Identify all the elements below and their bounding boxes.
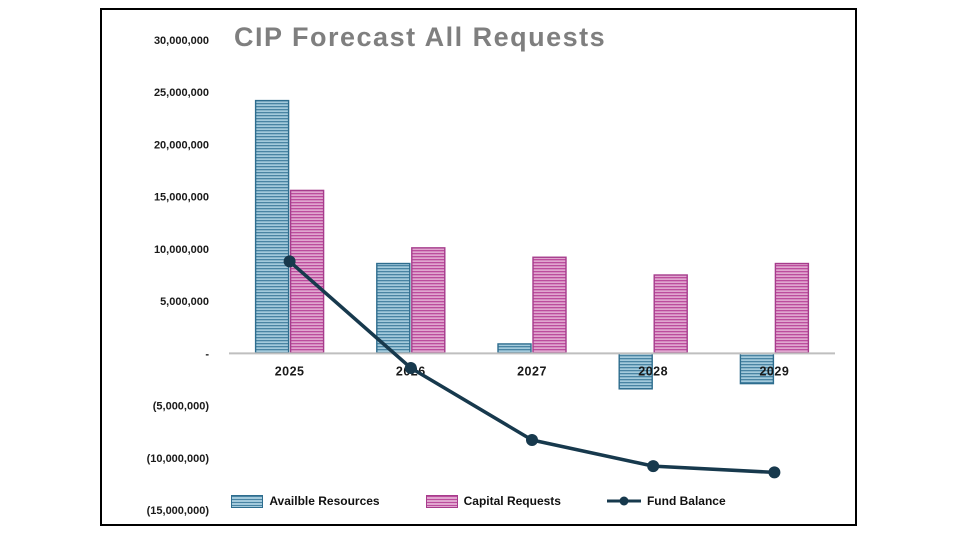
chart-frame: CIP Forecast All Requests 30,000,000 25,0… xyxy=(100,8,857,526)
bar-availble-resources-2029 xyxy=(739,352,775,385)
bar-capital-requests-2028 xyxy=(653,274,688,355)
chart-legend: Availble Resources Capital Requests Fund… xyxy=(102,490,855,512)
y-tick-label: 15,000,000 xyxy=(154,192,209,204)
fund-balance-marker-2029 xyxy=(768,466,781,479)
bar-availble-resources-2027 xyxy=(497,343,532,355)
fund-balance-marker-2026 xyxy=(404,361,417,374)
y-tick-label: 20,000,000 xyxy=(154,139,209,151)
bar-capital-requests-2029 xyxy=(774,262,810,355)
bar-capital-requests-2027 xyxy=(532,256,567,355)
bar-availble-resources-2028 xyxy=(618,352,653,390)
x-tick-label-2027: 2027 xyxy=(517,364,547,378)
y-tick-label: 10,000,000 xyxy=(154,244,209,256)
bar-capital-requests-2025 xyxy=(289,189,325,355)
fund-balance-marker-2028 xyxy=(647,460,660,473)
bar-capital-requests-2026 xyxy=(411,247,446,355)
bar-availble-resources-2026 xyxy=(376,262,411,355)
fund-balance-marker-2027 xyxy=(526,434,538,447)
chart-title: CIP Forecast All Requests xyxy=(234,22,607,52)
legend-label-capital-requests: Capital Requests xyxy=(463,494,561,508)
legend-label-fund-balance: Fund Balance xyxy=(646,494,726,508)
x-tick-label-2029: 2029 xyxy=(759,364,789,378)
legend-item-availble-resources: Availble Resources xyxy=(231,494,380,508)
y-tick-label: (5,000,000) xyxy=(153,401,210,413)
legend-label-availble-resources: Availble Resources xyxy=(269,494,380,508)
y-tick-label: 30,000,000 xyxy=(154,35,209,47)
legend-swatch-capital-requests xyxy=(425,494,458,508)
legend-item-capital-requests: Capital Requests xyxy=(425,494,561,508)
y-tick-label: - xyxy=(205,348,209,360)
y-tick-label: (15,000,000) xyxy=(147,505,210,517)
x-tick-label-2028: 2028 xyxy=(638,364,668,378)
x-tick-label-2025: 2025 xyxy=(275,364,305,378)
bar-availble-resources-2025 xyxy=(254,99,290,355)
chart-plot-area: 30,000,000 25,000,000 20,000,000 15,000,000… xyxy=(147,35,835,517)
legend-swatch-fund-balance xyxy=(606,495,641,507)
legend-swatch-availble-resources xyxy=(231,494,264,508)
legend-item-fund-balance: Fund Balance xyxy=(606,494,726,508)
fund-balance-marker-2025 xyxy=(283,255,296,268)
y-tick-label: (10,000,000) xyxy=(147,453,210,465)
y-tick-label: 25,000,000 xyxy=(154,87,209,99)
y-tick-label: 5,000,000 xyxy=(160,296,209,308)
